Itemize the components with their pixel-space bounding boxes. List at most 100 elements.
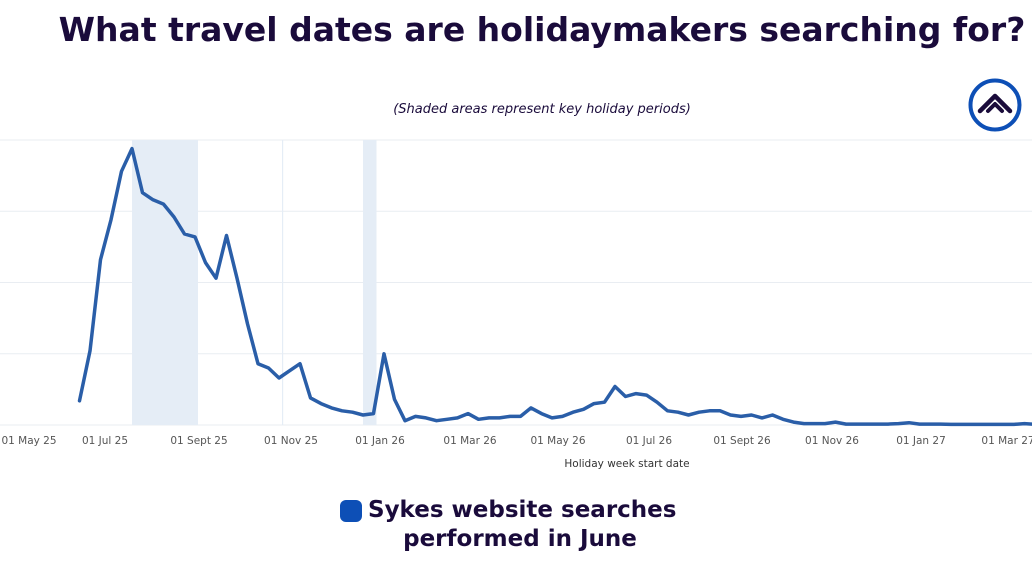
series-layer	[77, 146, 1032, 427]
data-point	[393, 398, 396, 401]
data-point	[981, 423, 984, 426]
data-point	[939, 423, 942, 425]
data-point	[803, 422, 805, 425]
x-tick-label: 01 Sept 25	[170, 435, 227, 447]
data-point	[698, 411, 700, 413]
data-point	[635, 392, 637, 395]
x-axis-ticks: 01 May 25 01 Jul 25 01 Sept 25 01 Nov 25 01 …	[1, 435, 1032, 447]
series-line	[77, 146, 1032, 427]
data-point	[341, 409, 343, 412]
data-point	[740, 415, 742, 418]
data-point	[509, 415, 511, 418]
data-point	[404, 419, 406, 422]
data-point	[929, 423, 931, 425]
data-point	[225, 234, 228, 237]
data-point	[866, 423, 868, 425]
data-point	[761, 417, 763, 419]
data-point	[782, 418, 784, 421]
data-point	[435, 419, 438, 422]
data-point	[246, 323, 249, 325]
data-point	[530, 407, 532, 409]
data-point	[624, 395, 627, 398]
data-point	[309, 397, 312, 399]
data-point	[414, 415, 417, 418]
data-point	[572, 411, 574, 413]
data-point	[194, 236, 196, 238]
data-point	[299, 362, 301, 365]
x-tick-label: 01 May 25	[1, 435, 56, 447]
x-tick-label: 01 Jul 26	[626, 435, 672, 447]
data-point	[257, 362, 259, 365]
data-point	[110, 219, 112, 221]
data-point	[813, 422, 816, 425]
data-point	[876, 423, 879, 425]
data-point	[372, 412, 375, 415]
data-point	[477, 418, 480, 421]
x-tick-label: 01 Jan 26	[355, 435, 405, 447]
x-tick-label: 01 Jul 25	[82, 435, 128, 447]
data-point	[362, 414, 364, 416]
data-point	[330, 407, 333, 409]
data-point	[729, 414, 732, 416]
data-point	[320, 402, 322, 405]
data-point	[551, 417, 553, 419]
data-point	[204, 261, 207, 264]
data-point	[719, 409, 721, 412]
data-point	[845, 423, 847, 425]
data-point	[89, 350, 91, 352]
data-point	[614, 385, 616, 388]
data-point	[687, 414, 690, 416]
data-point	[519, 415, 522, 418]
data-point	[467, 412, 469, 415]
data-point	[456, 417, 459, 419]
line-chart: 01 May 25 01 Jul 25 01 Sept 25 01 Nov 25 01 …	[0, 139, 1032, 470]
data-point	[750, 414, 753, 416]
data-point	[593, 402, 595, 405]
data-point	[824, 422, 826, 425]
data-point	[99, 258, 102, 261]
data-point	[183, 233, 186, 235]
data-point	[173, 216, 175, 218]
data-point	[1013, 423, 1015, 426]
data-point	[236, 277, 238, 280]
data-point	[152, 199, 154, 201]
data-point	[131, 147, 133, 150]
data-point	[645, 394, 648, 396]
house-in-circle-icon	[968, 78, 1022, 132]
data-point	[351, 411, 354, 413]
data-point	[446, 418, 448, 421]
data-point	[708, 409, 711, 412]
x-tick-label: 01 Nov 25	[264, 435, 318, 447]
x-tick-label: 01 Jan 27	[896, 435, 946, 447]
chart-legend: Sykes website searches performed in June	[340, 496, 720, 554]
data-point	[960, 423, 963, 426]
legend-label-line-1: Sykes website searches	[368, 497, 677, 523]
legend-swatch	[340, 499, 362, 522]
data-point	[908, 421, 910, 424]
data-point	[278, 377, 280, 379]
x-tick-label: 01 Nov 26	[805, 435, 859, 447]
chart-subtitle: (Shaded areas represent key holiday peri…	[393, 102, 691, 117]
data-point	[540, 412, 543, 415]
data-point	[1023, 422, 1026, 425]
data-point	[561, 415, 564, 418]
data-point	[666, 409, 669, 412]
data-point	[918, 423, 921, 425]
data-point	[771, 414, 774, 416]
data-point	[1002, 423, 1005, 426]
data-point	[141, 191, 144, 194]
data-point	[267, 367, 270, 369]
holiday-shade	[363, 140, 377, 425]
data-point	[582, 408, 585, 411]
data-point	[288, 370, 291, 372]
data-point	[834, 421, 837, 423]
data-point	[603, 401, 606, 404]
x-axis-label: Holiday week start date	[564, 458, 689, 470]
data-point	[792, 421, 795, 423]
data-point	[897, 422, 900, 425]
data-point	[950, 423, 952, 426]
data-point	[215, 277, 217, 280]
data-point	[992, 423, 994, 426]
data-point	[120, 170, 123, 173]
data-point	[78, 399, 81, 402]
